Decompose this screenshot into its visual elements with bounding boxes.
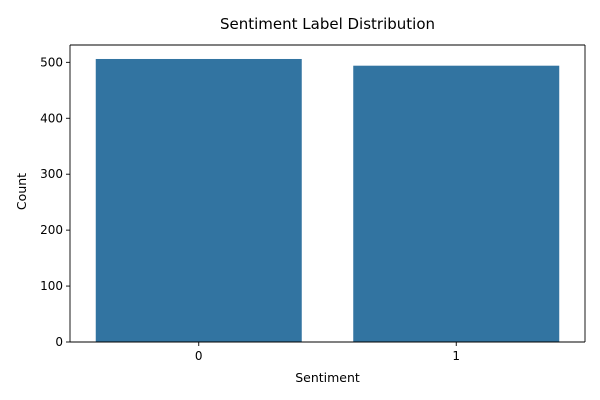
bar-1	[353, 65, 560, 342]
x-axis-label: Sentiment	[295, 370, 360, 385]
y-tick-label: 200	[40, 223, 63, 237]
y-axis-label: Count	[14, 173, 29, 210]
x-tick-label: 1	[452, 349, 460, 363]
y-tick-label: 0	[55, 335, 63, 349]
y-tick-label: 500	[40, 55, 63, 69]
x-tick-label: 0	[195, 349, 203, 363]
plot-area: 0 100 200 300 400 500 0 1	[40, 44, 586, 363]
chart-title: Sentiment Label Distribution	[220, 15, 435, 33]
y-tick-label: 400	[40, 111, 63, 125]
bar-0	[95, 58, 302, 342]
y-tick-label: 300	[40, 167, 63, 181]
y-tick-label: 100	[40, 279, 63, 293]
